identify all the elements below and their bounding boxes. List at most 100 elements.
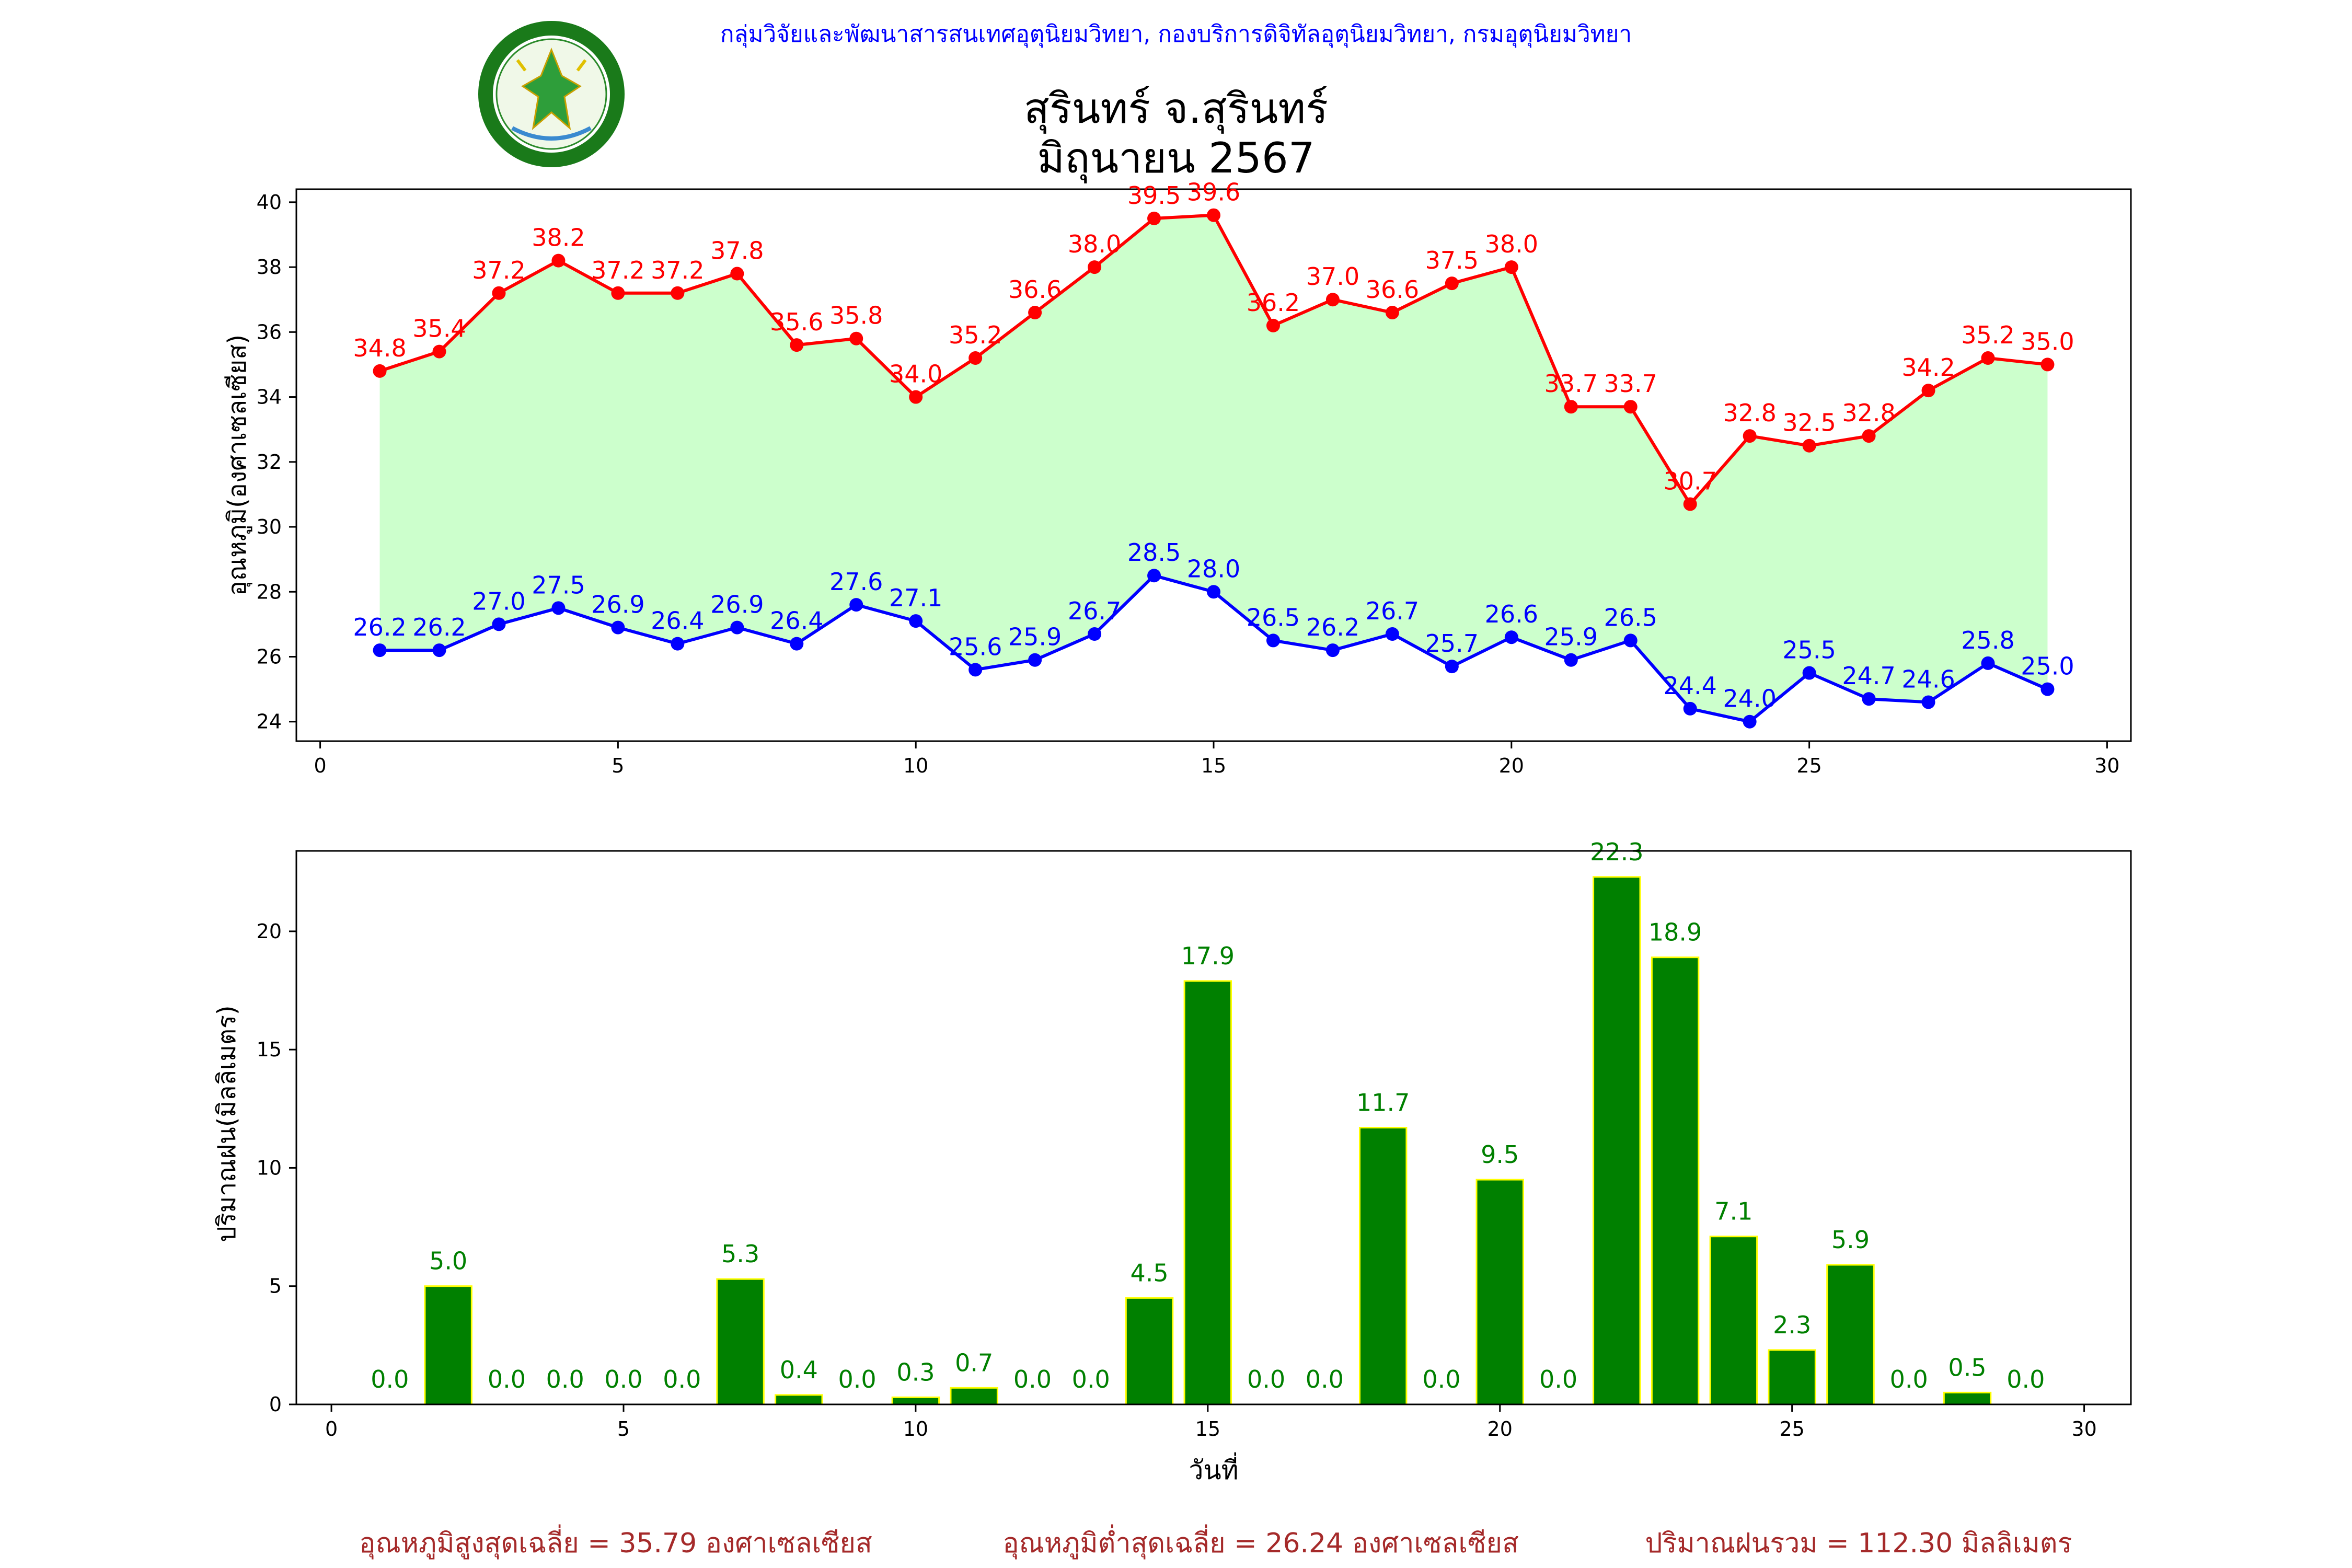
max-temperature-label: 37.2: [472, 256, 525, 284]
rainfall-bar: [716, 1278, 765, 1405]
max-temperature-label: 37.8: [710, 237, 764, 265]
max-temperature-point: [1445, 276, 1459, 291]
y-tick-label: 36: [257, 320, 282, 343]
min-temperature-point: [849, 598, 863, 612]
rainfall-value-label: 5.0: [429, 1247, 467, 1275]
rainfall-value-label: 11.7: [1356, 1089, 1410, 1117]
rainfall-bar: [891, 1396, 940, 1405]
max-temperature-point: [2040, 358, 2055, 372]
max-temperature-label: 36.6: [1366, 275, 1419, 304]
min-temperature-label: 26.9: [591, 591, 644, 619]
max-temperature-point: [909, 390, 923, 404]
x-tick-label: 5: [617, 1417, 630, 1440]
max-temperature-point: [1623, 400, 1638, 414]
min-temperature-label: 26.4: [651, 607, 704, 635]
max-temperature-point: [1862, 429, 1876, 443]
min-temperature-label: 27.5: [532, 571, 585, 599]
min-temperature-label: 25.6: [949, 632, 1002, 661]
min-temperature-label: 24.6: [1901, 665, 1955, 693]
max-temperature-point: [373, 364, 387, 378]
max-temperature-label: 34.8: [353, 334, 406, 362]
min-temperature-label: 27.6: [829, 568, 883, 596]
min-temperature-label: 26.6: [1485, 600, 1538, 628]
max-temperature-label: 36.2: [1247, 289, 1300, 317]
max-temperature-point: [1564, 400, 1578, 414]
rainfall-value-label: 17.9: [1181, 942, 1235, 970]
max-temperature-label: 37.2: [591, 256, 644, 284]
rainfall-value-label: 0.0: [838, 1365, 877, 1393]
y-tick-label: 30: [257, 515, 282, 538]
y-tick-label: 20: [257, 920, 282, 943]
y-tick-label: 38: [257, 256, 282, 279]
min-temperature-label: 27.1: [889, 584, 942, 612]
lightning-icon: [516, 59, 587, 72]
x-tick-label: 0: [314, 754, 326, 777]
max-temperature-point: [432, 344, 446, 359]
min-temperature-label: 26.2: [1306, 613, 1359, 641]
rainfall-value-label: 4.5: [1130, 1259, 1168, 1287]
department-header: กลุ่มวิจัยและพัฒนาสารสนเทศอุตุนิยมวิทยา,…: [720, 21, 1632, 48]
min-temperature-point: [1504, 630, 1518, 644]
x-tick-label: 10: [903, 754, 928, 777]
x-tick-label: 0: [325, 1417, 338, 1440]
min-temperature-label: 28.0: [1187, 555, 1240, 583]
min-temperature-point: [1683, 701, 1697, 716]
x-tick-label: 25: [1796, 754, 1821, 777]
min-temperature-point: [790, 637, 804, 651]
rainfall-bar: [1358, 1127, 1408, 1405]
rainfall-value-label: 0.0: [1072, 1365, 1110, 1393]
max-temperature-point: [1207, 208, 1220, 222]
min-temperature-point: [1802, 666, 1816, 680]
min-temperature-point: [1266, 633, 1280, 648]
max-temperature-point: [1802, 439, 1816, 453]
min-temperature-label: 26.7: [1068, 597, 1121, 625]
max-temperature-label: 35.2: [1961, 321, 2014, 349]
rainfall-value-label: 0.3: [896, 1358, 935, 1386]
max-temperature-point: [492, 286, 506, 300]
min-temperature-label: 26.4: [770, 607, 823, 635]
max-temperature-point: [611, 286, 625, 300]
max-temperature-label: 39.6: [1187, 178, 1240, 206]
max-temperature-label: 35.8: [829, 302, 883, 330]
rainfall-bar: [1593, 876, 1641, 1405]
max-temperature-label: 38.2: [532, 224, 585, 252]
min-temperature-point: [1147, 569, 1161, 583]
max-temperature-label: 39.5: [1127, 181, 1181, 210]
x-tick-label: 30: [2094, 754, 2119, 777]
rainfall-value-label: 0.0: [604, 1365, 642, 1393]
min-temperature-label: 25.9: [1544, 623, 1598, 651]
x-tick-label: 10: [903, 1417, 928, 1440]
max-temperature-point: [790, 338, 804, 352]
rainfall-value-label: 0.4: [780, 1356, 818, 1384]
min-temperature-label: 25.8: [1961, 626, 2014, 654]
min-temperature-point: [1088, 627, 1102, 641]
max-temperature-point: [671, 286, 685, 300]
temperature-y-axis-label: อุณหภูมิ(องศาเซลเซียส): [223, 335, 252, 596]
rainfall-value-label: 0.0: [546, 1365, 584, 1393]
y-tick-label: 15: [257, 1038, 282, 1061]
max-temperature-point: [1921, 384, 1935, 398]
max-temperature-point: [551, 253, 566, 268]
min-temperature-label: 24.7: [1842, 662, 1895, 690]
rainfall-value-label: 0.0: [1247, 1365, 1285, 1393]
rainfall-value-label: 0.0: [371, 1365, 409, 1393]
rainfall-y-axis-label: ปริมาณฝน(มิลลิเมตร): [212, 1005, 241, 1242]
min-temperature-label: 28.5: [1127, 538, 1181, 567]
x-tick-label: 20: [1499, 754, 1524, 777]
min-temperature-point: [551, 601, 566, 615]
temperature-range-fill: [379, 215, 2048, 722]
max-temperature-label: 35.4: [412, 315, 466, 343]
rainfall-bar: [424, 1285, 472, 1405]
rainfall-value-label: 18.9: [1648, 918, 1702, 947]
min-temperature-point: [1743, 714, 1757, 729]
max-temperature-point: [1088, 260, 1102, 274]
rainfall-value-label: 0.0: [1306, 1365, 1344, 1393]
rainfall-bar: [775, 1394, 823, 1405]
x-tick-label: 30: [2071, 1417, 2096, 1440]
max-temperature-label: 37.2: [651, 256, 704, 284]
rainfall-value-label: 0.0: [1422, 1365, 1460, 1393]
y-tick-label: 24: [257, 710, 282, 733]
rainfall-value-label: 0.5: [1948, 1353, 1986, 1381]
min-temperature-point: [492, 617, 506, 631]
min-temperature-label: 25.9: [1008, 623, 1062, 651]
